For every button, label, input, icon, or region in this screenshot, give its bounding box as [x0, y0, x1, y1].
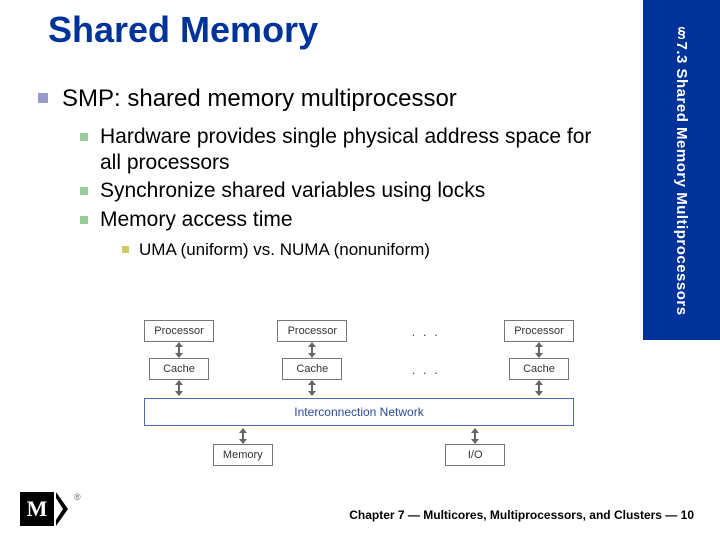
- title-bar: Shared Memory: [0, 0, 643, 60]
- memory-io-row: Memory I/O: [213, 444, 505, 466]
- bullet-level3-text: UMA (uniform) vs. NUMA (nonuniform): [139, 240, 430, 260]
- double-arrow-icon: [144, 342, 214, 358]
- double-arrow-icon: [144, 380, 214, 396]
- double-arrow-icon: [213, 428, 273, 444]
- bullet-marker-sm: [122, 246, 129, 253]
- io-box: I/O: [445, 444, 505, 466]
- arrow-row: [144, 380, 574, 396]
- bullet-level2-text: Memory access time: [100, 207, 293, 233]
- arrow-row: [213, 428, 505, 444]
- ellipsis: . . .: [411, 362, 441, 377]
- publisher-logo: M ®: [20, 492, 81, 526]
- double-arrow-icon: [504, 342, 574, 358]
- content-area: SMP: shared memory multiprocessor Hardwa…: [38, 84, 628, 261]
- interconnect-box: Interconnection Network: [144, 398, 574, 426]
- cache-box: Cache: [282, 358, 342, 380]
- cache-box: Cache: [149, 358, 209, 380]
- bullet-level2-text: Synchronize shared variables using locks: [100, 178, 485, 204]
- ellipsis: . . .: [411, 324, 441, 339]
- processor-box: Processor: [504, 320, 574, 342]
- bullet-level1: SMP: shared memory multiprocessor: [38, 84, 628, 114]
- page-title: Shared Memory: [48, 9, 318, 51]
- logo-chevron-icon: [56, 492, 72, 526]
- bullet-marker-md: [80, 133, 88, 141]
- registered-mark: ®: [74, 492, 81, 502]
- double-arrow-icon: [504, 380, 574, 396]
- processor-box: Processor: [277, 320, 347, 342]
- bullet-marker-md: [80, 187, 88, 195]
- bullet-level2: Hardware provides single physical addres…: [80, 124, 600, 175]
- footer-text: Chapter 7 — Multicores, Multiprocessors,…: [349, 508, 694, 522]
- bullet-level3-group: UMA (uniform) vs. NUMA (nonuniform): [122, 240, 628, 260]
- bullet-marker-lg: [38, 93, 48, 103]
- bullet-level1-text: SMP: shared memory multiprocessor: [62, 84, 457, 114]
- bullet-level3: UMA (uniform) vs. NUMA (nonuniform): [122, 240, 628, 260]
- architecture-diagram: Processor Processor . . . Processor Cach…: [144, 320, 574, 466]
- bullet-level2-group: Hardware provides single physical addres…: [80, 124, 600, 232]
- memory-box: Memory: [213, 444, 273, 466]
- arrow-row: [144, 342, 574, 358]
- bullet-level2-text: Hardware provides single physical addres…: [100, 124, 600, 175]
- double-arrow-icon: [277, 380, 347, 396]
- logo-mark: M: [20, 492, 54, 526]
- cache-row: Cache Cache . . . Cache: [144, 358, 574, 380]
- cache-box: Cache: [509, 358, 569, 380]
- section-tab: §7.3 Shared Memory Multiprocessors: [643, 0, 720, 340]
- bullet-level2: Memory access time: [80, 207, 600, 233]
- bullet-marker-md: [80, 216, 88, 224]
- processor-box: Processor: [144, 320, 214, 342]
- double-arrow-icon: [445, 428, 505, 444]
- section-tab-label: §7.3 Shared Memory Multiprocessors: [673, 24, 690, 316]
- bullet-level2: Synchronize shared variables using locks: [80, 178, 600, 204]
- double-arrow-icon: [277, 342, 347, 358]
- processor-row: Processor Processor . . . Processor: [144, 320, 574, 342]
